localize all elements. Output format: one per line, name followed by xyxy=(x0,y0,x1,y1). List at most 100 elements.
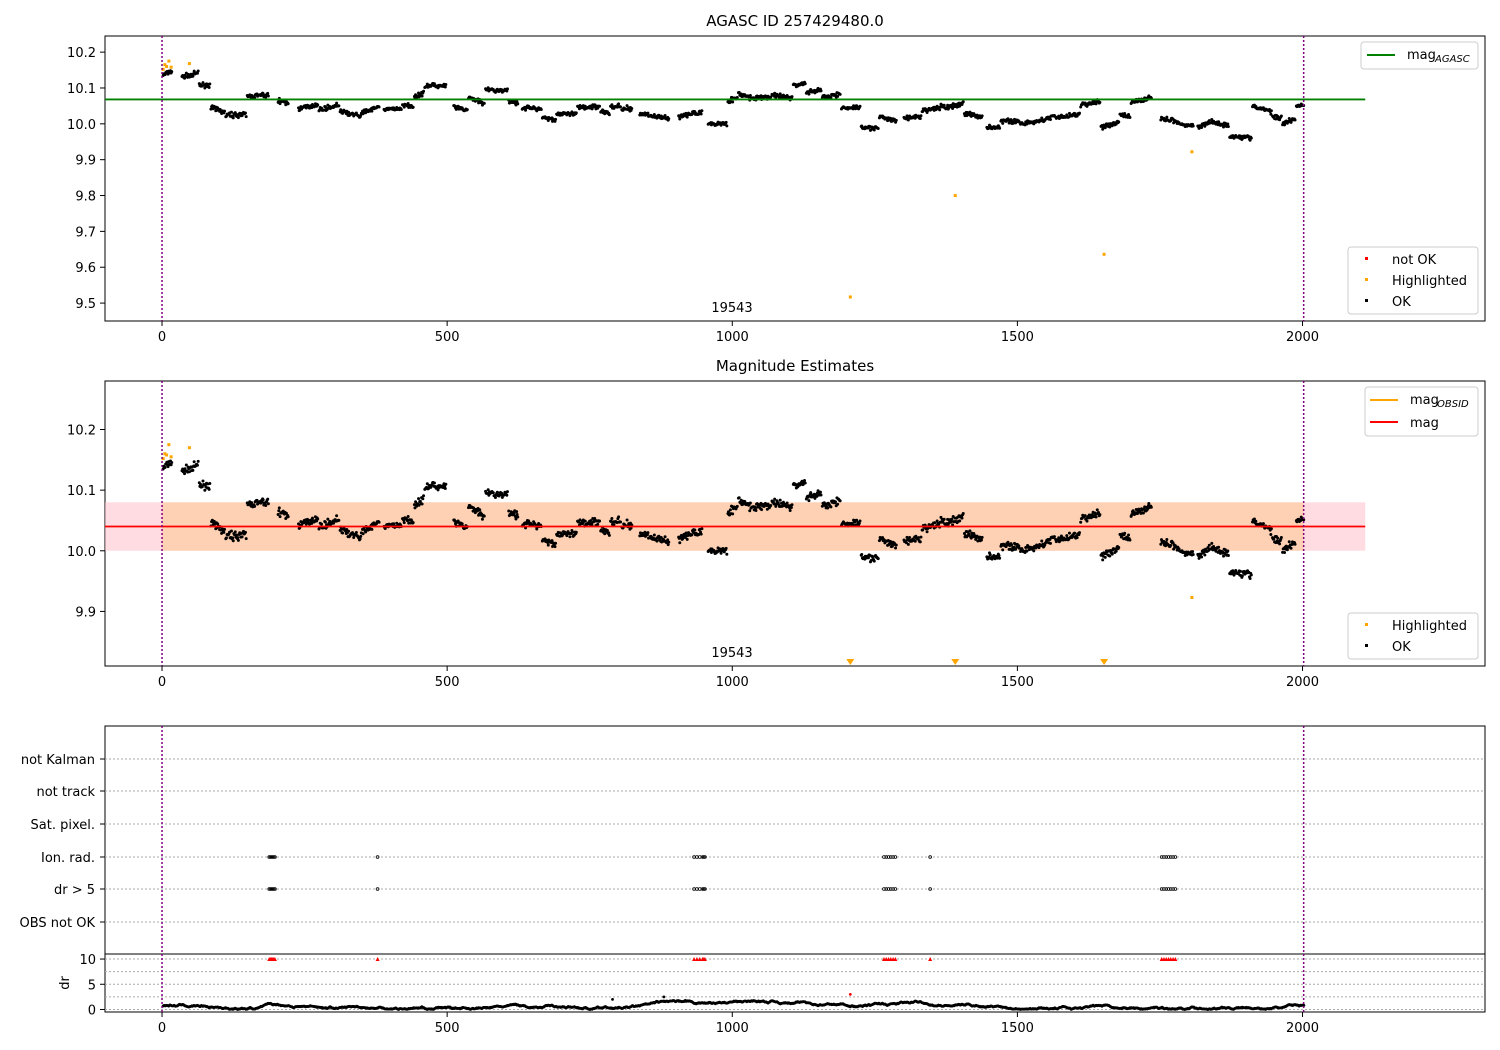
ok-point xyxy=(200,485,204,489)
ok-point xyxy=(243,530,247,534)
highlighted-point xyxy=(163,63,167,67)
ok-point xyxy=(1131,509,1135,513)
ok-point xyxy=(482,101,486,105)
x-tick-label: 1500 xyxy=(1001,675,1034,690)
ion-rad-flag xyxy=(891,855,895,859)
legend-mag-obsid-label: mag xyxy=(1410,393,1439,408)
ok-point xyxy=(332,521,336,525)
ok-point xyxy=(933,521,937,525)
ok-point xyxy=(495,490,499,494)
ok-point xyxy=(666,543,670,547)
dr-flag xyxy=(701,887,706,891)
legend-ok-label: OK xyxy=(1392,295,1411,310)
ok-point xyxy=(212,519,216,523)
ok-point xyxy=(266,94,270,98)
ok-point xyxy=(725,124,729,128)
ok-point xyxy=(420,502,424,506)
ok-point xyxy=(961,511,965,515)
panel-1-line-legend: mag AGASC xyxy=(1360,41,1479,70)
ok-point xyxy=(690,533,694,537)
ok-point xyxy=(514,517,518,521)
ok-point xyxy=(505,493,509,497)
ok-point xyxy=(1108,554,1112,558)
ok-point xyxy=(1226,553,1230,557)
ok-point xyxy=(819,493,823,497)
panel-magnitude-estimates: Magnitude Estimates 0 500 1000 1500 20009.91… xyxy=(67,357,1486,690)
ok-point xyxy=(261,498,265,502)
ok-point xyxy=(1075,536,1079,540)
flag-row-label: Ion. rad. xyxy=(41,851,95,866)
ok-point xyxy=(243,111,247,115)
ok-point xyxy=(335,101,339,105)
x-tick-label: 1500 xyxy=(1001,330,1034,345)
ok-point xyxy=(735,96,739,100)
ok-point xyxy=(316,517,320,521)
ok-point xyxy=(253,504,257,508)
ok-point xyxy=(1249,136,1253,140)
ok-point xyxy=(1238,569,1242,573)
ok-point xyxy=(949,520,953,524)
x-tick-label: 1000 xyxy=(716,1021,749,1036)
ok-point xyxy=(505,490,509,494)
ok-point xyxy=(646,531,650,535)
highlighted-point xyxy=(161,457,165,461)
dr-flag xyxy=(1159,887,1164,891)
legend-highlighted-label: Highlighted xyxy=(1392,274,1467,289)
ok-point xyxy=(1095,508,1099,512)
ok-point xyxy=(1287,540,1291,544)
dr-flag xyxy=(270,887,275,891)
legend-ok-marker xyxy=(1365,644,1368,647)
ok-point xyxy=(207,85,211,89)
ok-point xyxy=(820,504,824,508)
offscale-marker xyxy=(1100,659,1109,665)
ok-point xyxy=(341,531,345,535)
ok-point xyxy=(998,556,1002,560)
ion-rad-flag xyxy=(375,855,380,859)
ok-point xyxy=(1098,100,1102,104)
flag-row-label: not Kalman xyxy=(21,753,95,768)
ok-point xyxy=(507,509,511,513)
legend-highlighted-label: Highlighted xyxy=(1392,619,1467,634)
dr-flag xyxy=(884,887,889,891)
dr-flag xyxy=(375,887,380,891)
ok-point xyxy=(166,465,170,469)
ok-point xyxy=(818,490,822,494)
ok-point xyxy=(1083,514,1087,518)
x-tick-label: 0 xyxy=(158,1021,166,1036)
ok-point xyxy=(516,102,520,106)
ok-point xyxy=(546,543,550,547)
ok-point xyxy=(1117,120,1121,124)
ok-point xyxy=(872,128,876,132)
ok-point xyxy=(855,518,859,522)
ok-point xyxy=(326,517,330,521)
panel-2-title: Magnitude Estimates xyxy=(716,357,874,375)
y-tick-label: 9.7 xyxy=(75,225,96,240)
ok-point xyxy=(951,523,955,527)
ok-point xyxy=(833,500,837,504)
ok-point xyxy=(335,514,339,518)
ok-point xyxy=(802,478,806,482)
ok-point xyxy=(617,102,621,106)
ok-point xyxy=(1085,104,1089,108)
ok-point xyxy=(819,89,823,93)
legend-not-ok-label: not OK xyxy=(1392,253,1437,268)
ok-point xyxy=(236,536,240,540)
dr-flag xyxy=(1173,887,1178,891)
y-tick-label: 5 xyxy=(88,978,96,993)
ok-point xyxy=(1203,124,1207,128)
ok-point xyxy=(652,112,656,116)
highlighted-point xyxy=(187,62,191,66)
ok-point xyxy=(731,100,735,104)
ok-point xyxy=(725,552,729,556)
ok-point xyxy=(699,532,703,536)
ok-point xyxy=(1207,543,1211,547)
ok-point xyxy=(370,527,374,531)
ok-point xyxy=(737,90,741,94)
ok-point xyxy=(323,520,327,524)
ok-point xyxy=(917,536,921,540)
highlighted-point xyxy=(187,446,191,450)
ok-point xyxy=(1103,555,1107,559)
ok-point xyxy=(1293,118,1297,122)
highlighted-point xyxy=(161,67,165,71)
ok-point xyxy=(1012,545,1016,549)
